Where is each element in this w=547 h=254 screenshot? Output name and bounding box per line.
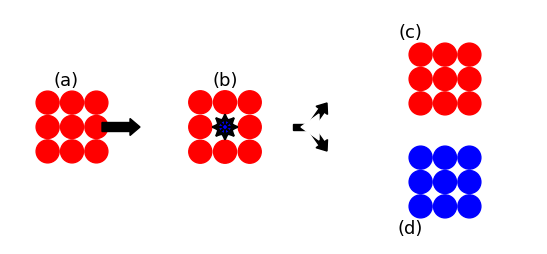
- Circle shape: [409, 147, 432, 169]
- Circle shape: [434, 68, 457, 91]
- Circle shape: [409, 92, 432, 115]
- Circle shape: [189, 116, 212, 139]
- Circle shape: [409, 68, 432, 91]
- Circle shape: [409, 195, 432, 218]
- Circle shape: [238, 141, 261, 164]
- Circle shape: [85, 116, 108, 139]
- Circle shape: [217, 119, 233, 136]
- Polygon shape: [301, 115, 319, 140]
- Circle shape: [409, 44, 432, 67]
- Circle shape: [458, 171, 481, 194]
- Circle shape: [36, 116, 59, 139]
- Text: (a): (a): [54, 72, 79, 90]
- Circle shape: [238, 91, 261, 114]
- FancyArrow shape: [102, 119, 140, 136]
- Circle shape: [61, 140, 84, 163]
- Circle shape: [434, 171, 457, 194]
- Circle shape: [458, 44, 481, 67]
- Circle shape: [36, 140, 59, 163]
- Circle shape: [36, 92, 59, 115]
- Circle shape: [213, 91, 236, 114]
- FancyArrow shape: [307, 126, 328, 151]
- Circle shape: [238, 116, 261, 139]
- Circle shape: [61, 92, 84, 115]
- Text: (b): (b): [212, 71, 238, 89]
- Circle shape: [189, 91, 212, 114]
- Circle shape: [213, 141, 236, 164]
- Circle shape: [85, 92, 108, 115]
- Circle shape: [434, 92, 457, 115]
- Circle shape: [189, 141, 212, 164]
- FancyArrow shape: [307, 104, 328, 129]
- Circle shape: [434, 195, 457, 218]
- Circle shape: [458, 195, 481, 218]
- Circle shape: [434, 44, 457, 67]
- Circle shape: [458, 68, 481, 91]
- Text: (c): (c): [398, 24, 422, 42]
- FancyArrow shape: [293, 124, 310, 131]
- Circle shape: [61, 116, 84, 139]
- Circle shape: [434, 147, 457, 169]
- Circle shape: [458, 92, 481, 115]
- Text: (d): (d): [398, 219, 423, 237]
- Circle shape: [409, 171, 432, 194]
- Circle shape: [85, 140, 108, 163]
- Circle shape: [458, 147, 481, 169]
